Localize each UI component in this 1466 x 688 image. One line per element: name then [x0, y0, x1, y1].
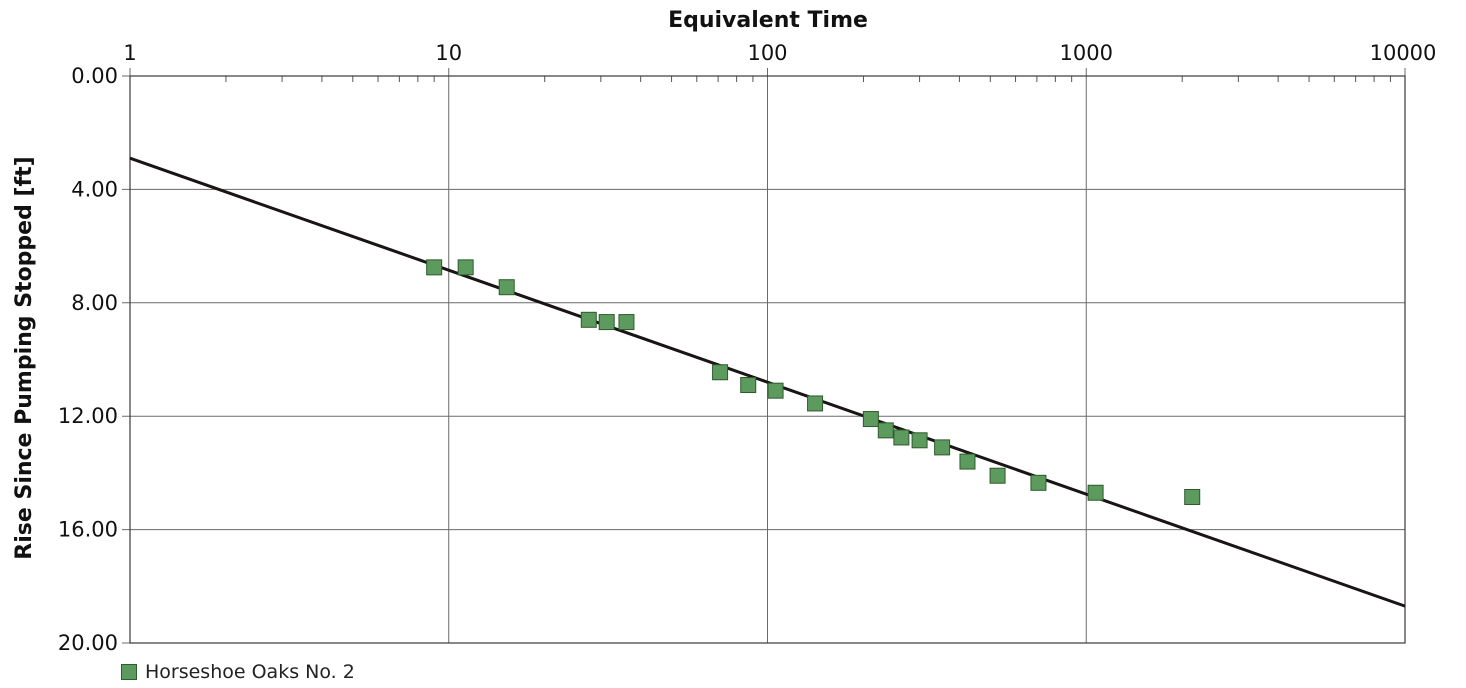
- x-minor-ticks: [225, 76, 1391, 82]
- x-tick-labels: 1 10 100 1000 10000: [123, 41, 1436, 65]
- data-point: [1184, 488, 1201, 505]
- y-tick-label: 4.00: [71, 177, 118, 201]
- y-tick-label: 8.00: [71, 291, 118, 315]
- x-tick-label: 100: [747, 41, 787, 65]
- y-tick-label: 16.00: [58, 518, 118, 542]
- fit-line-group: [129, 156, 1406, 608]
- data-point: [934, 439, 951, 456]
- data-point: [457, 259, 474, 276]
- data-point: [498, 279, 515, 296]
- x-tick-label: 10000: [1370, 41, 1437, 65]
- y-tick-label: 20.00: [58, 631, 118, 655]
- data-points: [426, 259, 1201, 505]
- data-point: [911, 432, 928, 449]
- x-tick-label: 1: [123, 41, 136, 65]
- x-tick-label: 10: [435, 41, 462, 65]
- data-point: [618, 314, 635, 331]
- data-point: [598, 314, 615, 331]
- y-tick-labels: 0.00 4.00 8.00 12.00 16.00 20.00: [58, 64, 118, 655]
- grid-lines: [122, 68, 1406, 644]
- y-tick-label: 12.00: [58, 404, 118, 428]
- data-point: [712, 364, 729, 381]
- legend: Horseshoe Oaks No. 2: [121, 661, 355, 683]
- fit-line: [129, 156, 1406, 608]
- data-point: [877, 422, 894, 439]
- x-tick-label: 1000: [1060, 41, 1113, 65]
- legend-label: Horseshoe Oaks No. 2: [145, 661, 355, 683]
- data-point: [1087, 484, 1104, 501]
- data-point: [807, 395, 824, 412]
- data-point: [1030, 474, 1047, 491]
- x-axis-label: Equivalent Time: [668, 8, 868, 33]
- data-point: [989, 467, 1006, 484]
- y-axis-label: Rise Since Pumping Stopped [ft]: [12, 156, 37, 559]
- data-point: [767, 382, 784, 399]
- data-point: [580, 311, 597, 328]
- data-point: [893, 429, 910, 446]
- y-tick-label: 0.00: [71, 64, 118, 88]
- data-point: [959, 453, 976, 470]
- legend-swatch: [121, 664, 137, 680]
- plot-frame: [129, 75, 1406, 644]
- data-point: [740, 377, 757, 394]
- data-point: [426, 259, 443, 276]
- data-point: [862, 411, 879, 428]
